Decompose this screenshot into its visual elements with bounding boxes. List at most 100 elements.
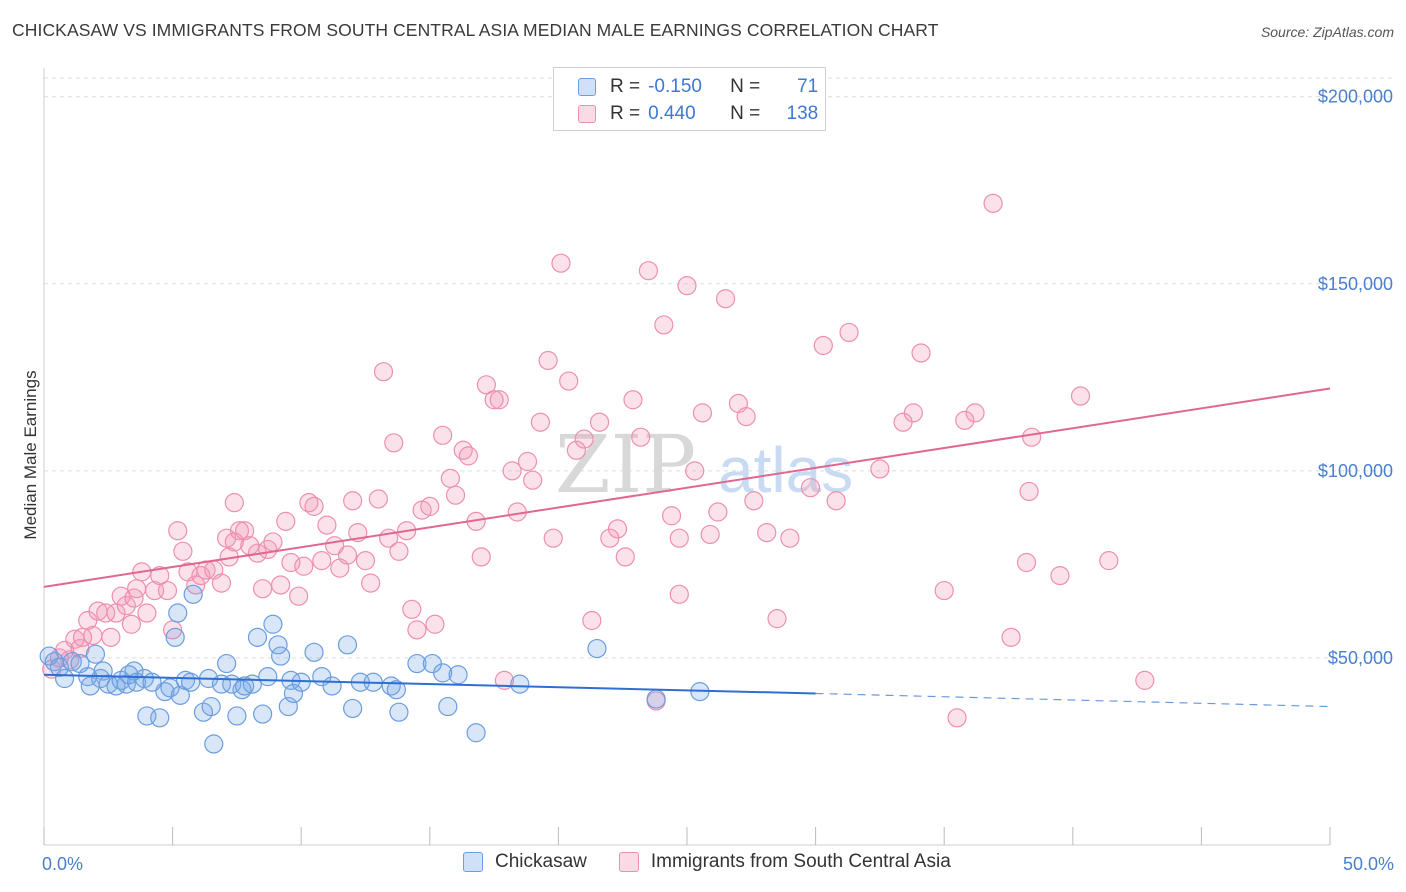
immigrants-point xyxy=(736,407,756,427)
chickasaw-point xyxy=(183,584,203,604)
immigrants-point xyxy=(757,522,777,543)
chickasaw-point xyxy=(54,668,75,689)
chickasaw-trend-extension xyxy=(815,692,1331,708)
y-tick-labels: $50,000 $100,000 $150,000 $200,000 xyxy=(1318,87,1393,668)
immigrants-point xyxy=(1099,551,1119,571)
immigrants-point xyxy=(384,433,404,453)
immigrants-point xyxy=(304,496,324,516)
watermark-zip: ZIP xyxy=(555,418,696,511)
chickasaw-point xyxy=(62,652,82,672)
immigrants-trend-line xyxy=(43,387,1331,588)
immigrants-point xyxy=(150,566,170,586)
chickasaw-point xyxy=(227,706,247,726)
legend-n-value: 71 xyxy=(797,76,819,97)
immigrants-point xyxy=(368,489,388,509)
chickasaw-point xyxy=(258,667,278,687)
immigrants-point xyxy=(484,390,504,410)
immigrants-point xyxy=(800,478,821,498)
immigrants-point xyxy=(607,519,628,539)
immigrants-point xyxy=(124,588,144,608)
chickasaw-point xyxy=(181,672,201,692)
chickasaw-point xyxy=(646,689,666,709)
immigrants-point xyxy=(934,580,954,601)
immigrants-point xyxy=(1016,552,1037,573)
immigrants-point xyxy=(420,496,440,516)
immigrants-point xyxy=(839,322,859,343)
immigrants-point xyxy=(700,524,720,545)
legend-n-label: N = xyxy=(730,103,761,124)
immigrants-point xyxy=(276,511,296,531)
immigrants-point xyxy=(955,410,975,430)
chickasaw-point xyxy=(268,635,288,655)
immigrants-point xyxy=(312,551,332,571)
chickasaw-point xyxy=(271,646,291,666)
immigrants-point xyxy=(574,429,594,449)
immigrants-point xyxy=(538,350,558,371)
immigrants-point xyxy=(453,440,473,460)
chickasaw-point xyxy=(510,674,530,694)
immigrants-point xyxy=(373,362,394,382)
immigrants-point xyxy=(947,708,967,728)
immigrants-point xyxy=(523,470,543,490)
immigrants-point xyxy=(389,541,409,561)
chickasaw-point xyxy=(438,696,458,717)
immigrants-point xyxy=(813,335,833,356)
immigrants-point xyxy=(224,532,244,552)
immigrants-point xyxy=(96,603,116,623)
immigrants-point xyxy=(669,584,689,604)
chart-source: Source: ZipAtlas.com xyxy=(1260,24,1394,40)
immigrants-point xyxy=(543,528,563,548)
immigrants-point xyxy=(402,599,422,619)
chickasaw-point xyxy=(389,702,409,722)
legend-swatch-pink xyxy=(578,105,596,123)
immigrants-point xyxy=(263,532,283,552)
immigrants-point xyxy=(911,343,931,363)
immigrants-point xyxy=(229,521,250,541)
chickasaw-point xyxy=(433,663,453,683)
immigrants-point xyxy=(744,491,764,511)
chickasaw-point xyxy=(253,704,273,724)
legend-row-immigrants: R = 0.440 N = 138 xyxy=(578,102,818,126)
immigrants-point xyxy=(566,440,587,460)
immigrants-point xyxy=(299,493,319,513)
immigrants-point xyxy=(1070,386,1091,406)
immigrants-point xyxy=(589,412,610,432)
immigrants-point xyxy=(361,573,381,593)
legend-r-value: -0.150 xyxy=(648,76,702,97)
immigrants-point xyxy=(715,289,736,309)
chickasaw-point xyxy=(386,680,406,700)
chickasaw-point xyxy=(247,627,268,647)
immigrants-point xyxy=(559,371,579,391)
chickasaw-point xyxy=(201,696,221,717)
immigrants-point xyxy=(767,609,787,629)
x-tick-label-max: 50.0% xyxy=(1343,854,1394,874)
immigrants-point xyxy=(826,491,846,511)
immigrants-point xyxy=(253,579,273,599)
immigrants-point xyxy=(517,451,538,472)
chickasaw-point xyxy=(119,665,139,685)
immigrants-point xyxy=(661,506,682,526)
immigrants-point xyxy=(654,315,674,335)
y-tick-label: $150,000 xyxy=(1318,274,1393,294)
immigrants-point xyxy=(1019,481,1039,502)
series-legend: Chickasaw Immigrants from South Central … xyxy=(463,851,983,873)
y-tick-label: $100,000 xyxy=(1318,461,1393,481)
immigrants-point xyxy=(271,575,291,595)
chickasaw-point xyxy=(283,683,304,704)
immigrants-point xyxy=(137,603,157,623)
chickasaw-point xyxy=(124,661,144,681)
chickasaw-point xyxy=(304,642,324,662)
immigrants-point xyxy=(294,556,314,576)
immigrants-point xyxy=(983,193,1003,213)
chickasaw-point xyxy=(337,635,358,655)
immigrants-point xyxy=(669,528,689,548)
immigrants-point xyxy=(440,468,460,488)
gridlines xyxy=(44,77,1394,659)
legend-r-value: 0.440 xyxy=(648,103,696,124)
chickasaw-point xyxy=(291,672,311,692)
immigrants-point xyxy=(1050,566,1070,586)
immigrants-point xyxy=(870,459,890,479)
series-name-chickasaw: Chickasaw xyxy=(495,851,587,872)
chickasaw-point xyxy=(466,723,486,743)
